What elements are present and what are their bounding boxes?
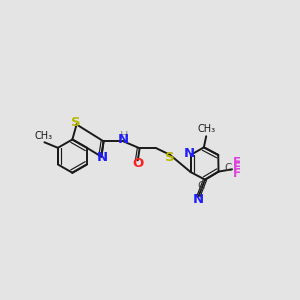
Text: S: S (71, 116, 81, 129)
Text: C: C (224, 163, 231, 173)
Text: CH₃: CH₃ (197, 124, 215, 134)
Text: F: F (233, 161, 241, 174)
Text: N: N (184, 147, 195, 160)
Text: S: S (165, 151, 175, 164)
Text: F: F (233, 167, 241, 180)
Text: CH₃: CH₃ (35, 131, 53, 141)
Text: N: N (193, 193, 204, 206)
Text: F: F (233, 156, 241, 169)
Text: C: C (198, 181, 205, 190)
Text: N: N (118, 134, 129, 146)
Text: H: H (119, 131, 128, 141)
Text: O: O (132, 157, 143, 170)
Text: N: N (97, 151, 108, 164)
